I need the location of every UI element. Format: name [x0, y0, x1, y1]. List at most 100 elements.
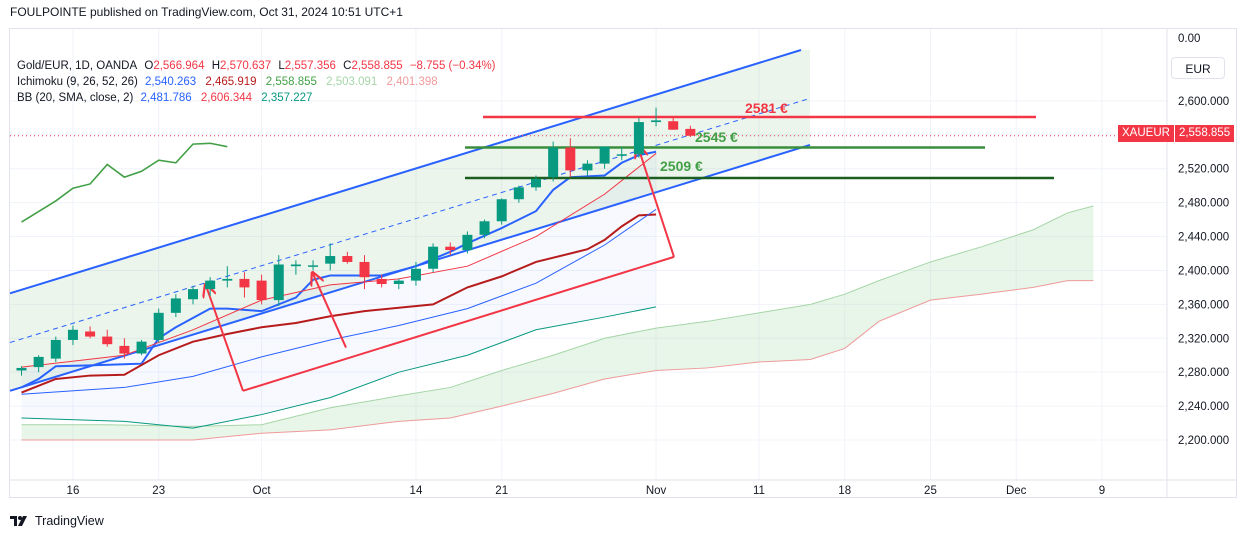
open-label: O	[144, 60, 154, 72]
price-tick-label: 2,280.000	[1178, 367, 1229, 379]
last-price-value: 2,558.855	[1174, 125, 1235, 142]
price-tick-label: 2,360.000	[1178, 299, 1229, 311]
candle-body	[188, 289, 198, 300]
ichimoku-lagging-value: 2,558.855	[265, 76, 317, 88]
legend-symbol-row: Gold/EUR, 1D, OANDA O2,566.964 H2,570.63…	[17, 58, 500, 74]
arrow-base-1	[242, 255, 675, 392]
candle-body	[205, 280, 216, 290]
candle-body	[428, 246, 439, 269]
close-label: C	[343, 60, 352, 72]
time-tick-label: 16	[67, 485, 80, 497]
price-tick-label: 2,520.000	[1178, 164, 1229, 176]
candle-body	[668, 121, 679, 130]
bb-label[interactable]: BB (20, SMA, close, 2)	[17, 92, 134, 104]
candle-body	[325, 256, 336, 264]
candle-body	[548, 147, 559, 178]
gridlines	[10, 29, 1167, 480]
channel-mid-line	[9, 97, 811, 343]
arrow-drawings[interactable]	[206, 147, 675, 392]
legend-bb-row: BB (20, SMA, close, 2) 2,481.786 2,606.3…	[17, 90, 500, 106]
level-2509-label: 2509 €	[660, 158, 703, 174]
indicator-legend: Gold/EUR, 1D, OANDA O2,566.964 H2,570.63…	[17, 58, 500, 106]
leading-span-a-line	[21, 205, 1094, 427]
leading-span-b-line	[21, 280, 1094, 441]
candle-body	[50, 339, 61, 359]
time-axis[interactable]: 16 23 Oct 14 21 Nov 11 18 25 Dec 9	[67, 485, 1106, 497]
candle-body	[308, 265, 319, 267]
candle-body	[479, 221, 490, 235]
ichimoku-leading-a-value: 2,503.091	[326, 76, 378, 88]
candle-body	[119, 345, 130, 354]
base-line	[21, 213, 657, 394]
candle-body	[531, 178, 541, 188]
brand-name: TradingView	[35, 514, 104, 528]
price-tick-label: 2,200.000	[1178, 435, 1229, 447]
tradingview-logo-icon	[10, 516, 27, 526]
price-tick-label: 2,400.000	[1178, 265, 1229, 277]
candle-body	[85, 331, 96, 337]
candle-body	[290, 264, 301, 267]
candle-body	[393, 280, 404, 285]
time-tick-label: Nov	[646, 485, 667, 497]
candle-body	[410, 268, 421, 281]
brand-footer[interactable]: TradingView	[10, 514, 104, 528]
bollinger-basis-line	[21, 208, 657, 395]
candle-body	[462, 234, 473, 251]
level-2581-label: 2581 €	[745, 100, 788, 116]
time-tick-label: 21	[495, 485, 508, 497]
candle-body	[16, 367, 27, 371]
low-label: L	[278, 60, 285, 72]
symbol-label[interactable]: Gold/EUR, 1D, OANDA	[17, 60, 138, 72]
price-tick-label: 2,240.000	[1178, 401, 1229, 413]
time-tick-label: 18	[838, 485, 851, 497]
time-tick-label: 11	[753, 485, 765, 497]
candle-body	[376, 278, 387, 285]
publish-info: FOULPOINTE published on TradingView.com,…	[10, 5, 403, 19]
time-tick-label: 23	[152, 485, 165, 497]
candle-body	[685, 128, 696, 136]
candle-body	[136, 341, 147, 354]
candle-body	[153, 312, 164, 340]
time-tick-label: 9	[1099, 485, 1105, 497]
time-tick-label: 14	[410, 485, 423, 497]
candle-body	[256, 280, 267, 301]
candle-body	[67, 329, 78, 340]
candlestick-series	[16, 107, 696, 376]
open-value: 2,566.964	[153, 60, 205, 72]
bb-lower-value: 2,357.227	[261, 92, 313, 104]
candle-body	[102, 336, 113, 345]
time-tick-label: Oct	[253, 485, 272, 497]
price-axis-top-value: 0.00	[1178, 33, 1200, 45]
candle-body	[222, 278, 233, 281]
candle-body	[496, 199, 507, 222]
candle-body	[616, 154, 627, 156]
price-tick-label: 2,600.000	[1178, 96, 1229, 108]
currency-unit-button[interactable]: EUR	[1171, 57, 1225, 79]
candle-body	[342, 256, 353, 262]
arrow-up-1	[206, 286, 244, 392]
candle-body	[445, 246, 456, 251]
change-value: −8.755 (−0.34%)	[409, 60, 496, 72]
arrow-up-3	[638, 147, 675, 258]
ichimoku-conversion-value: 2,540.263	[145, 76, 197, 88]
last-price-symbol: XAUEUR	[1118, 125, 1174, 142]
candle-body	[651, 120, 662, 123]
arrow-up-2	[313, 274, 347, 348]
ichimoku-label[interactable]: Ichimoku (9, 26, 52, 26)	[17, 76, 138, 88]
candle-body	[239, 278, 250, 288]
ichimoku-leading-b-value: 2,401.398	[386, 76, 438, 88]
price-tick-label: 2,480.000	[1178, 198, 1229, 210]
candle-body	[599, 146, 610, 164]
bb-basis-value: 2,481.786	[140, 92, 192, 104]
high-label: H	[211, 60, 220, 72]
price-axis[interactable]: 2,200.000 2,240.000 2,280.000 2,320.000 2,36…	[10, 29, 1236, 497]
low-value: 2,557.356	[284, 60, 336, 72]
candle-body	[633, 122, 644, 155]
time-tick-label: Dec	[1006, 485, 1027, 497]
level-2545-label: 2545 €	[695, 129, 738, 145]
high-value: 2,570.637	[220, 60, 272, 72]
lagging-span-line	[21, 142, 228, 223]
conversion-line	[21, 150, 657, 389]
price-tick-label: 2,320.000	[1178, 333, 1229, 345]
